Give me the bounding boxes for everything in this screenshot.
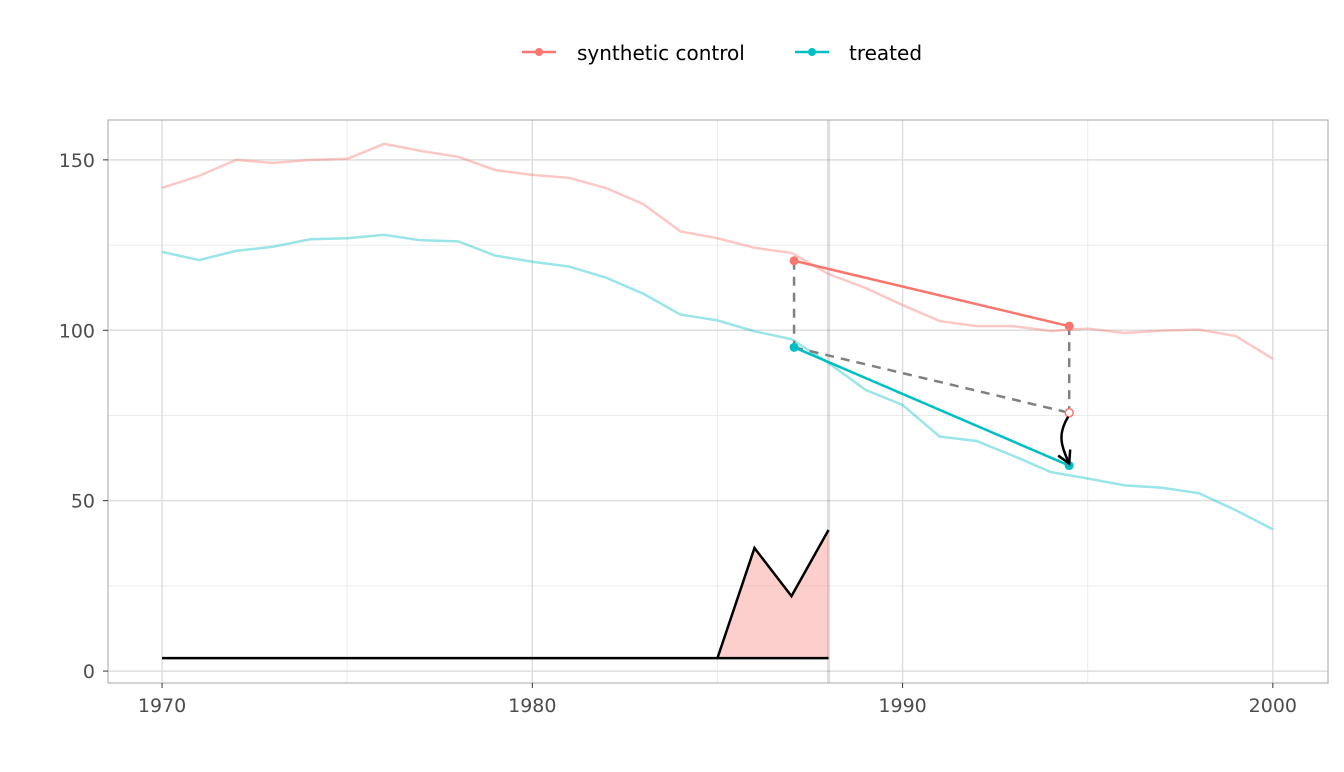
effect-arrow (1060, 416, 1071, 465)
gridlines (108, 120, 1328, 683)
plot-marks (161, 120, 1274, 683)
synthetic-point (789, 256, 799, 266)
y-tick-label: 50 (71, 491, 95, 513)
x-tick-label: 1980 (508, 695, 556, 717)
synthetic-point (1064, 321, 1074, 331)
legend-synthetic-label: synthetic control (577, 41, 745, 65)
synthetic-control-series-line (161, 142, 1274, 360)
dashed-counterfactual-line (793, 346, 1070, 414)
counterfactual-point (1064, 407, 1074, 418)
x-tick-label: 2000 (1249, 695, 1297, 717)
legend-treated-label: treated (849, 41, 922, 65)
legend-treated-dot (808, 48, 816, 56)
x-tick-label: 1970 (138, 695, 186, 717)
synthetic-annotation-line (793, 259, 1070, 328)
treated-point (789, 342, 799, 352)
gap-area (717, 529, 829, 659)
effect-arrow-head (1057, 449, 1072, 466)
y-tick-label: 100 (59, 320, 95, 342)
y-tick-label: 0 (83, 661, 95, 683)
x-tick-label: 1990 (878, 695, 926, 717)
legend: synthetic control treated (522, 41, 922, 65)
gap-line (716, 529, 830, 659)
treated-series-line (161, 233, 1274, 531)
y-tick-label: 150 (59, 150, 95, 172)
legend-synthetic-dot (535, 48, 543, 56)
treated-annotation-line (793, 346, 1070, 467)
axes: 1970 1980 1990 2000 0 50 100 150 (59, 150, 1297, 717)
plot-panel-border (107, 119, 1329, 684)
